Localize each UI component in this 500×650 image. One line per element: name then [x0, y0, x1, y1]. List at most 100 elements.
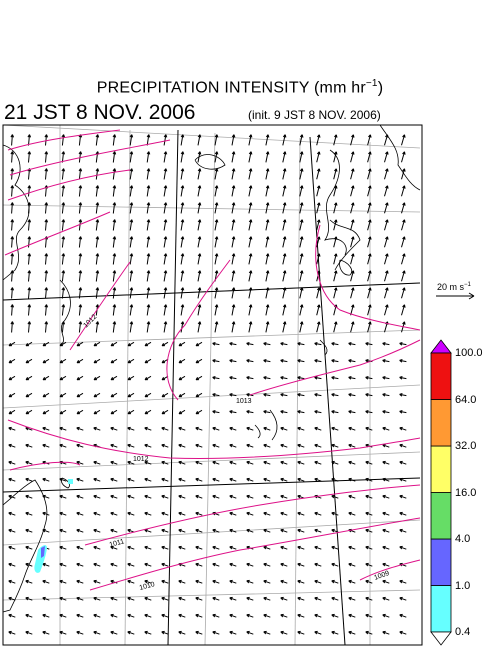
wind-vector — [144, 443, 152, 448]
wind-vector — [195, 613, 203, 618]
wind-vector — [399, 477, 407, 482]
wind-vector — [299, 236, 304, 248]
wind-vector — [146, 287, 151, 299]
wind-vector — [331, 393, 339, 397]
wind-vector — [382, 579, 390, 584]
wind-vector — [163, 270, 168, 282]
wind-vector — [25, 511, 33, 516]
wind-vector — [248, 134, 253, 146]
wind-vector — [367, 321, 372, 333]
wind-vector — [231, 185, 236, 197]
wind-vector — [197, 236, 202, 248]
wind-vector — [350, 321, 355, 333]
wind-vector — [365, 393, 373, 397]
wind-vector — [25, 630, 33, 635]
wind-vector — [248, 321, 253, 333]
wind-vector — [297, 511, 305, 516]
wind-vector — [76, 613, 84, 618]
wind-vector — [112, 168, 117, 180]
wind-vector — [8, 545, 16, 550]
wind-vector — [27, 236, 32, 248]
wind-vector — [297, 596, 305, 601]
wind-vector — [214, 321, 219, 333]
wind-vector — [348, 613, 356, 618]
wind-vector — [348, 562, 356, 567]
wind-vector — [314, 511, 322, 516]
wind-vector — [248, 202, 253, 214]
wind-vector — [144, 630, 152, 635]
wind-vector — [76, 460, 84, 465]
wind-vector — [42, 528, 50, 533]
wind-vector — [333, 151, 338, 163]
isobars — [4, 129, 421, 591]
wind-vector — [246, 630, 254, 635]
wind-vector — [331, 443, 339, 448]
wind-vector — [144, 511, 152, 516]
wind-vector — [384, 287, 389, 299]
wind-vector — [401, 304, 406, 316]
wind-vector — [95, 270, 100, 282]
wind-vector — [163, 287, 168, 299]
wind-vector — [144, 528, 152, 533]
wind-vector — [8, 596, 16, 601]
wind-vector — [212, 426, 220, 431]
wind-vector — [42, 443, 50, 448]
wind-vector — [10, 304, 15, 316]
wind-vector — [197, 151, 202, 163]
wind-vector — [229, 342, 237, 346]
wind-vector — [25, 375, 33, 381]
wind-vector — [299, 134, 304, 146]
wind-vector — [178, 409, 186, 415]
wind-vector — [93, 579, 101, 584]
wind-vector — [367, 253, 372, 265]
wind-vector — [78, 253, 83, 265]
wind-vector — [127, 477, 135, 482]
wind-vector — [297, 342, 305, 346]
wind-vector — [146, 134, 151, 146]
wind-vector — [367, 236, 372, 248]
wind-vector — [331, 579, 339, 584]
wind-vector — [384, 134, 389, 146]
wind-vector — [78, 321, 83, 333]
wind-vector — [59, 443, 67, 448]
wind-vector — [246, 410, 254, 414]
wind-vector — [229, 630, 237, 635]
wind-vector — [399, 460, 407, 465]
wind-vector — [146, 151, 151, 163]
wind-vector — [110, 613, 118, 618]
wind-vector — [316, 287, 321, 299]
wind-vector — [76, 358, 84, 364]
wind-vector — [401, 270, 406, 282]
wind-vector — [161, 630, 169, 635]
wind-vector — [365, 494, 373, 499]
wind-vector — [331, 460, 339, 465]
reference-vector-unit: m s — [449, 282, 465, 292]
wind-vector — [8, 477, 16, 482]
wind-vector — [331, 596, 339, 601]
wind-vector — [382, 511, 390, 516]
wind-vector — [282, 270, 287, 282]
wind-vector — [127, 596, 135, 601]
wind-vector — [231, 321, 236, 333]
wind-vector — [229, 460, 237, 465]
wind-vector — [280, 359, 288, 363]
scale-label: 0.4 — [455, 626, 471, 638]
wind-vector — [401, 151, 406, 163]
scale-bin — [430, 352, 452, 400]
wind-vector — [59, 613, 67, 618]
wind-vector — [316, 321, 321, 333]
wind-vector — [365, 426, 373, 431]
scale-label: 100.0 — [455, 347, 483, 359]
wind-vector — [282, 168, 287, 180]
wind-vector — [59, 341, 67, 347]
wind-vector — [59, 596, 67, 601]
isobar-label: 1013 — [236, 398, 252, 405]
wind-vector — [27, 185, 32, 197]
wind-vector — [367, 185, 372, 197]
wind-vector — [229, 511, 237, 516]
wind-vector — [8, 630, 16, 635]
wind-vector — [212, 460, 220, 465]
wind-vector — [229, 528, 237, 533]
reference-vector-unit-exponent: −1 — [464, 282, 471, 288]
wind-vector — [265, 202, 270, 214]
